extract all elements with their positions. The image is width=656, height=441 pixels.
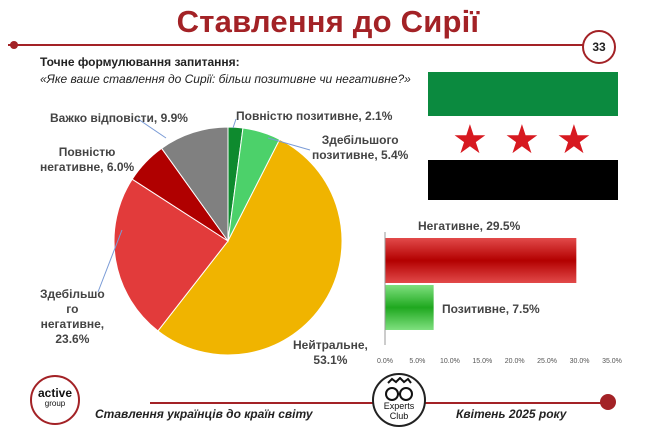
- bar-positive: [385, 285, 434, 330]
- footer-right-text: Квітень 2025 року: [456, 407, 567, 421]
- pie-label-full-negative: Повністю негативне, 6.0%: [40, 145, 134, 175]
- pie-label-mostly-negative: Здебільшо го негативне, 23.6%: [40, 287, 105, 347]
- pie-label-full-negative-line1: Повністю: [58, 145, 116, 159]
- active-logo-text: active: [37, 386, 73, 400]
- x-tick-label: 25.0%: [537, 358, 557, 365]
- pie-slice: [157, 138, 343, 356]
- pie-label-mostly-positive-line1: Здебільшого: [321, 133, 399, 147]
- pie-label-neutral-line1: Нейтральне,: [293, 338, 368, 352]
- leader-line: [267, 137, 311, 151]
- glasses-icon: [385, 377, 413, 401]
- star-icon: ★: [556, 118, 592, 162]
- page-number: 33: [582, 30, 616, 64]
- pie-label-neutral: Нейтральне, 53.1%: [293, 338, 368, 368]
- pie-label-mostly-negative-line1: Здебільшо: [40, 287, 105, 301]
- pie-label-full-positive: Повністю позитивне, 2.1%: [236, 109, 393, 123]
- group-logo-text: group: [44, 399, 66, 408]
- x-tick-label: 20.0%: [505, 358, 525, 365]
- page-title: Ставлення до Сирії: [176, 4, 480, 39]
- leader-line: [97, 229, 123, 293]
- pie-label-mostly-negative-line4: 23.6%: [55, 332, 90, 346]
- pie-label-neutral-line2: 53.1%: [313, 353, 348, 367]
- x-tick-label: 15.0%: [472, 358, 492, 365]
- pie-slice: [160, 126, 229, 243]
- flag-green-stripe: [428, 72, 618, 116]
- x-tick-label: 30.0%: [570, 358, 590, 365]
- star-icon: ★: [504, 118, 540, 162]
- pie-label-hard-to-say: Важко відповісти, 9.9%: [50, 111, 188, 125]
- x-tick-label: 5.0%: [409, 358, 425, 365]
- pie-label-mostly-negative-line3: негативне,: [40, 317, 105, 331]
- flag-black-stripe: [428, 160, 618, 200]
- pie-label-mostly-positive-line2: позитивне, 5.4%: [312, 148, 409, 162]
- pie-slice: [113, 178, 229, 332]
- question-label: Точне формулювання запитання:: [40, 55, 240, 69]
- experts-club-logo: Experts Club: [372, 373, 426, 427]
- x-tick-label: 35.0%: [602, 358, 622, 365]
- bar-negative: [385, 238, 577, 283]
- footer-left-text: Ставлення українців до країн світу: [95, 407, 313, 421]
- club-logo-text: Club: [389, 411, 409, 421]
- title-underline: [8, 44, 586, 46]
- experts-logo-text: Experts: [383, 401, 415, 411]
- bar-label-positive: Позитивне, 7.5%: [442, 302, 540, 316]
- pie-label-mostly-positive: Здебільшого позитивне, 5.4%: [312, 133, 408, 163]
- active-group-logo: active group: [30, 375, 80, 425]
- leader-line: [232, 118, 237, 129]
- flag-white-stripe: [428, 116, 618, 160]
- bar-label-negative: Негативне, 29.5%: [418, 219, 521, 233]
- leader-line: [137, 118, 167, 139]
- footer-dot: [600, 394, 616, 410]
- x-tick-label: 10.0%: [440, 358, 460, 365]
- pie-label-mostly-negative-line2: го: [66, 302, 79, 316]
- question-text: «Яке ваше ставлення до Сирії: більш пози…: [40, 72, 411, 86]
- star-icon: ★: [452, 118, 488, 162]
- x-tick-label: 0.0%: [377, 358, 393, 365]
- pie-label-full-negative-line2: негативне, 6.0%: [40, 160, 135, 174]
